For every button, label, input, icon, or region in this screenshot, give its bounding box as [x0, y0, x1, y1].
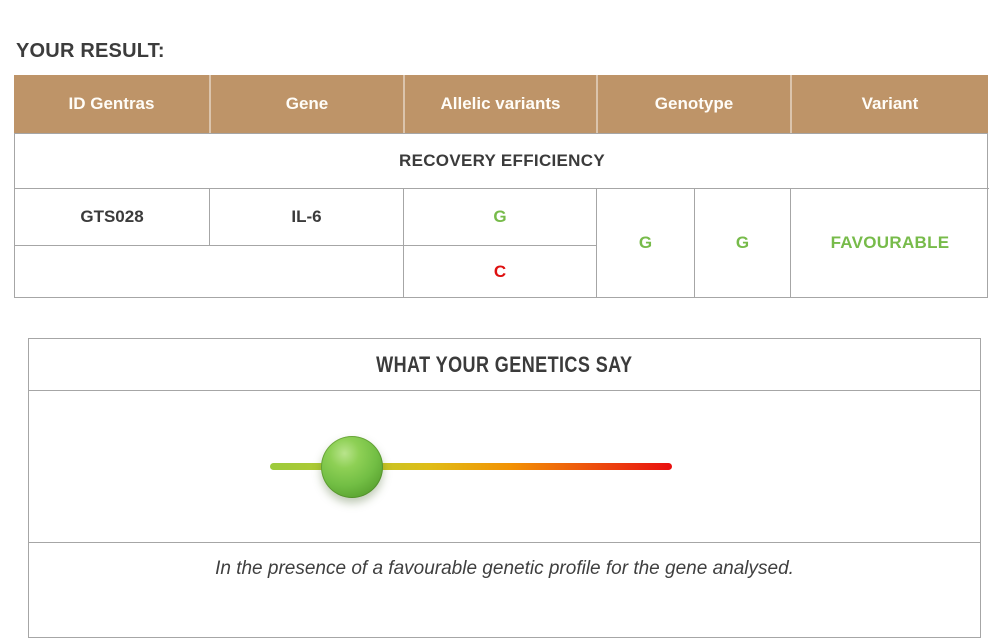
genetics-panel-header: WHAT YOUR GENETICS SAY: [29, 339, 980, 391]
genetics-panel-title: WHAT YOUR GENETICS SAY: [376, 351, 633, 377]
header-id-gentras: ID Gentras: [14, 75, 209, 133]
cell-genotype-1: G: [597, 189, 695, 297]
header-variant: Variant: [790, 75, 988, 133]
genetics-gauge: [29, 391, 980, 543]
report-page: { "page": { "title": "YOUR RESULT:" }, "…: [14, 40, 989, 638]
result-table-header: ID Gentras Gene Allelic variants Genotyp…: [14, 75, 988, 133]
cell-gene: IL-6: [210, 189, 404, 246]
cell-genotype-2: G: [695, 189, 791, 297]
cell-variant-result: FAVOURABLE: [830, 233, 950, 252]
result-table-body: RECOVERY EFFICIENCY GTS028 IL-6 G G G FA…: [14, 133, 989, 298]
header-gene: Gene: [209, 75, 403, 133]
genetics-panel: WHAT YOUR GENETICS SAY In the presence o…: [28, 338, 981, 638]
section-title: RECOVERY EFFICIENCY: [15, 134, 989, 189]
gauge-track: [270, 463, 672, 470]
header-allelic-variants: Allelic variants: [403, 75, 596, 133]
page-title: YOUR RESULT:: [16, 40, 165, 62]
cell-id-gentras: GTS028: [15, 189, 210, 246]
gauge-knob: [321, 436, 384, 498]
header-genotype: Genotype: [596, 75, 790, 133]
cell-allelic-variant-2: C: [404, 246, 597, 297]
cell-empty: [15, 246, 404, 297]
cell-allelic-variant-1: G: [404, 189, 597, 246]
caption-area: In the presence of a favourable genetic …: [29, 543, 980, 638]
genetics-caption: In the presence of a favourable genetic …: [215, 558, 794, 579]
